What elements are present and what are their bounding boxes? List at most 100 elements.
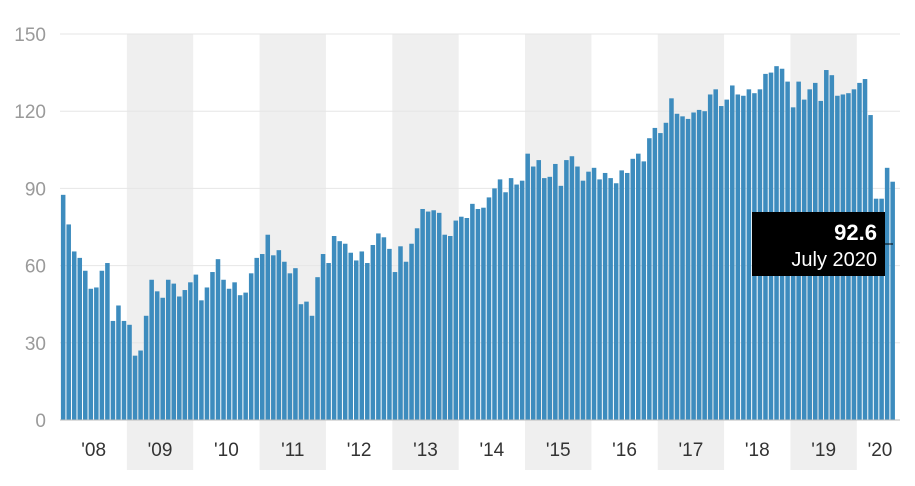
bar	[276, 250, 282, 420]
bar	[143, 315, 149, 420]
bar	[735, 94, 741, 421]
bar	[663, 122, 669, 420]
callout-label: July 2020	[791, 249, 877, 271]
bar	[177, 296, 182, 420]
bar	[387, 248, 392, 420]
bar	[116, 305, 121, 420]
bar	[586, 171, 591, 420]
bar	[674, 113, 680, 421]
bar	[138, 350, 143, 420]
bar	[60, 194, 66, 420]
bar	[105, 263, 110, 420]
bar	[669, 98, 674, 420]
bar	[309, 315, 315, 420]
bar	[453, 220, 459, 420]
bar	[403, 261, 409, 420]
bar	[597, 179, 602, 420]
bar	[713, 89, 718, 421]
bar	[641, 161, 647, 420]
bar	[348, 252, 353, 420]
y-tick-label: 60	[25, 257, 46, 278]
bar	[392, 272, 398, 420]
bar	[376, 233, 381, 420]
bar	[182, 290, 188, 420]
bar	[730, 85, 735, 420]
bar	[287, 273, 293, 420]
bar	[873, 198, 879, 420]
bar	[613, 183, 619, 420]
x-tick-label: '08	[81, 440, 106, 461]
bar	[602, 172, 608, 420]
bar	[83, 270, 88, 420]
bar	[503, 192, 508, 420]
bar	[110, 320, 116, 420]
bar	[304, 301, 309, 420]
bar	[315, 277, 320, 420]
bar	[475, 208, 481, 420]
bar	[365, 263, 370, 420]
bar	[464, 217, 470, 420]
bar	[530, 166, 536, 420]
bar	[154, 291, 160, 420]
y-tick-label: 0	[35, 411, 46, 432]
y-tick-label: 30	[25, 334, 46, 355]
bar	[94, 287, 99, 420]
bar	[685, 118, 691, 421]
y-tick-label: 150	[14, 25, 46, 46]
bar	[193, 274, 199, 420]
bar	[160, 297, 165, 420]
bar	[265, 234, 271, 420]
bar	[331, 236, 337, 420]
bar	[658, 133, 663, 420]
bar	[630, 158, 636, 420]
bar	[381, 237, 387, 420]
bar	[636, 153, 641, 420]
bar	[718, 106, 724, 420]
bar	[71, 251, 77, 420]
y-axis-ticks: 0 30 60 90 120 150	[14, 25, 46, 432]
bar	[221, 279, 226, 420]
bar	[259, 254, 265, 420]
bar	[431, 210, 436, 420]
bar	[436, 212, 442, 420]
bar	[569, 156, 575, 420]
y-tick-label: 120	[14, 102, 46, 123]
bar	[652, 127, 658, 420]
bar	[409, 243, 414, 420]
bar	[414, 228, 420, 420]
year-band	[126, 34, 194, 470]
bar	[514, 184, 519, 420]
bar	[558, 185, 564, 420]
bar	[746, 89, 752, 421]
bar	[337, 241, 342, 420]
bar	[370, 245, 376, 420]
bar	[132, 355, 138, 420]
y-tick-label: 90	[25, 179, 46, 200]
bar	[591, 167, 597, 420]
bar	[442, 234, 447, 420]
bar	[707, 94, 713, 421]
bar	[320, 254, 326, 420]
x-tick-label: '20	[868, 440, 893, 461]
bar	[448, 236, 453, 420]
bar	[696, 109, 702, 420]
bar	[680, 116, 685, 420]
bar	[210, 272, 215, 420]
bar	[99, 270, 105, 420]
bar	[165, 279, 171, 420]
year-band	[259, 34, 326, 470]
bar	[884, 167, 890, 420]
bar	[420, 208, 425, 420]
bar	[564, 160, 569, 421]
bar	[624, 172, 630, 420]
bar	[575, 166, 580, 420]
bar	[237, 295, 243, 420]
bar	[525, 153, 530, 420]
x-tick-label: '11	[281, 440, 304, 461]
bar	[398, 246, 403, 420]
value-callout: 92.6 July 2020	[752, 212, 893, 276]
x-tick-label: '12	[347, 440, 372, 461]
year-band	[392, 34, 459, 470]
bar	[353, 260, 359, 420]
